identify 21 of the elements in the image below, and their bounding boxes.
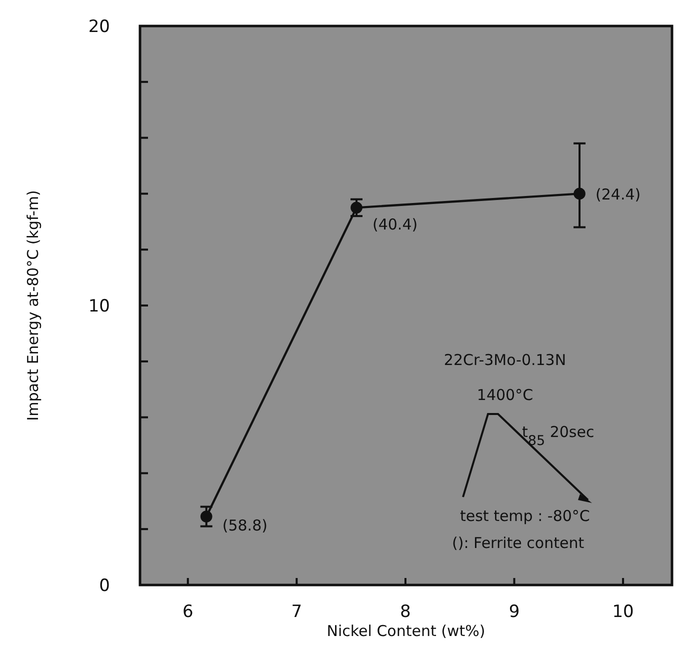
y-axis-title: Impact Energy at-80°C (kgf-m) xyxy=(24,190,42,421)
x-tick-label: 6 xyxy=(182,602,194,622)
point xyxy=(200,510,212,522)
y-tick-label: 0 xyxy=(99,576,110,596)
annotation: t$_{85}$ 20sec xyxy=(522,423,594,449)
annotation: 1400°C xyxy=(476,386,534,404)
y-tick-label: 20 xyxy=(88,16,110,37)
annotation: (58.8) xyxy=(222,516,268,535)
annotation: (40.4) xyxy=(372,216,418,234)
annotation: 22Cr-3Mo-0.13N xyxy=(444,351,566,369)
x-tick-label: 7 xyxy=(291,602,302,622)
x-tick-label: 9 xyxy=(508,602,520,622)
annotation: test temp : -80°C xyxy=(460,507,590,525)
y-tick-label: 10 xyxy=(88,296,110,316)
point xyxy=(574,188,586,200)
x-axis-title: Nickel Content (wt%) xyxy=(326,622,486,640)
annotation: (): Ferrite content xyxy=(452,534,584,552)
point xyxy=(350,202,362,214)
x-tick-label: 8 xyxy=(400,602,411,622)
x-tick-label: 10 xyxy=(612,602,634,622)
annotation: (24.4) xyxy=(596,186,641,204)
